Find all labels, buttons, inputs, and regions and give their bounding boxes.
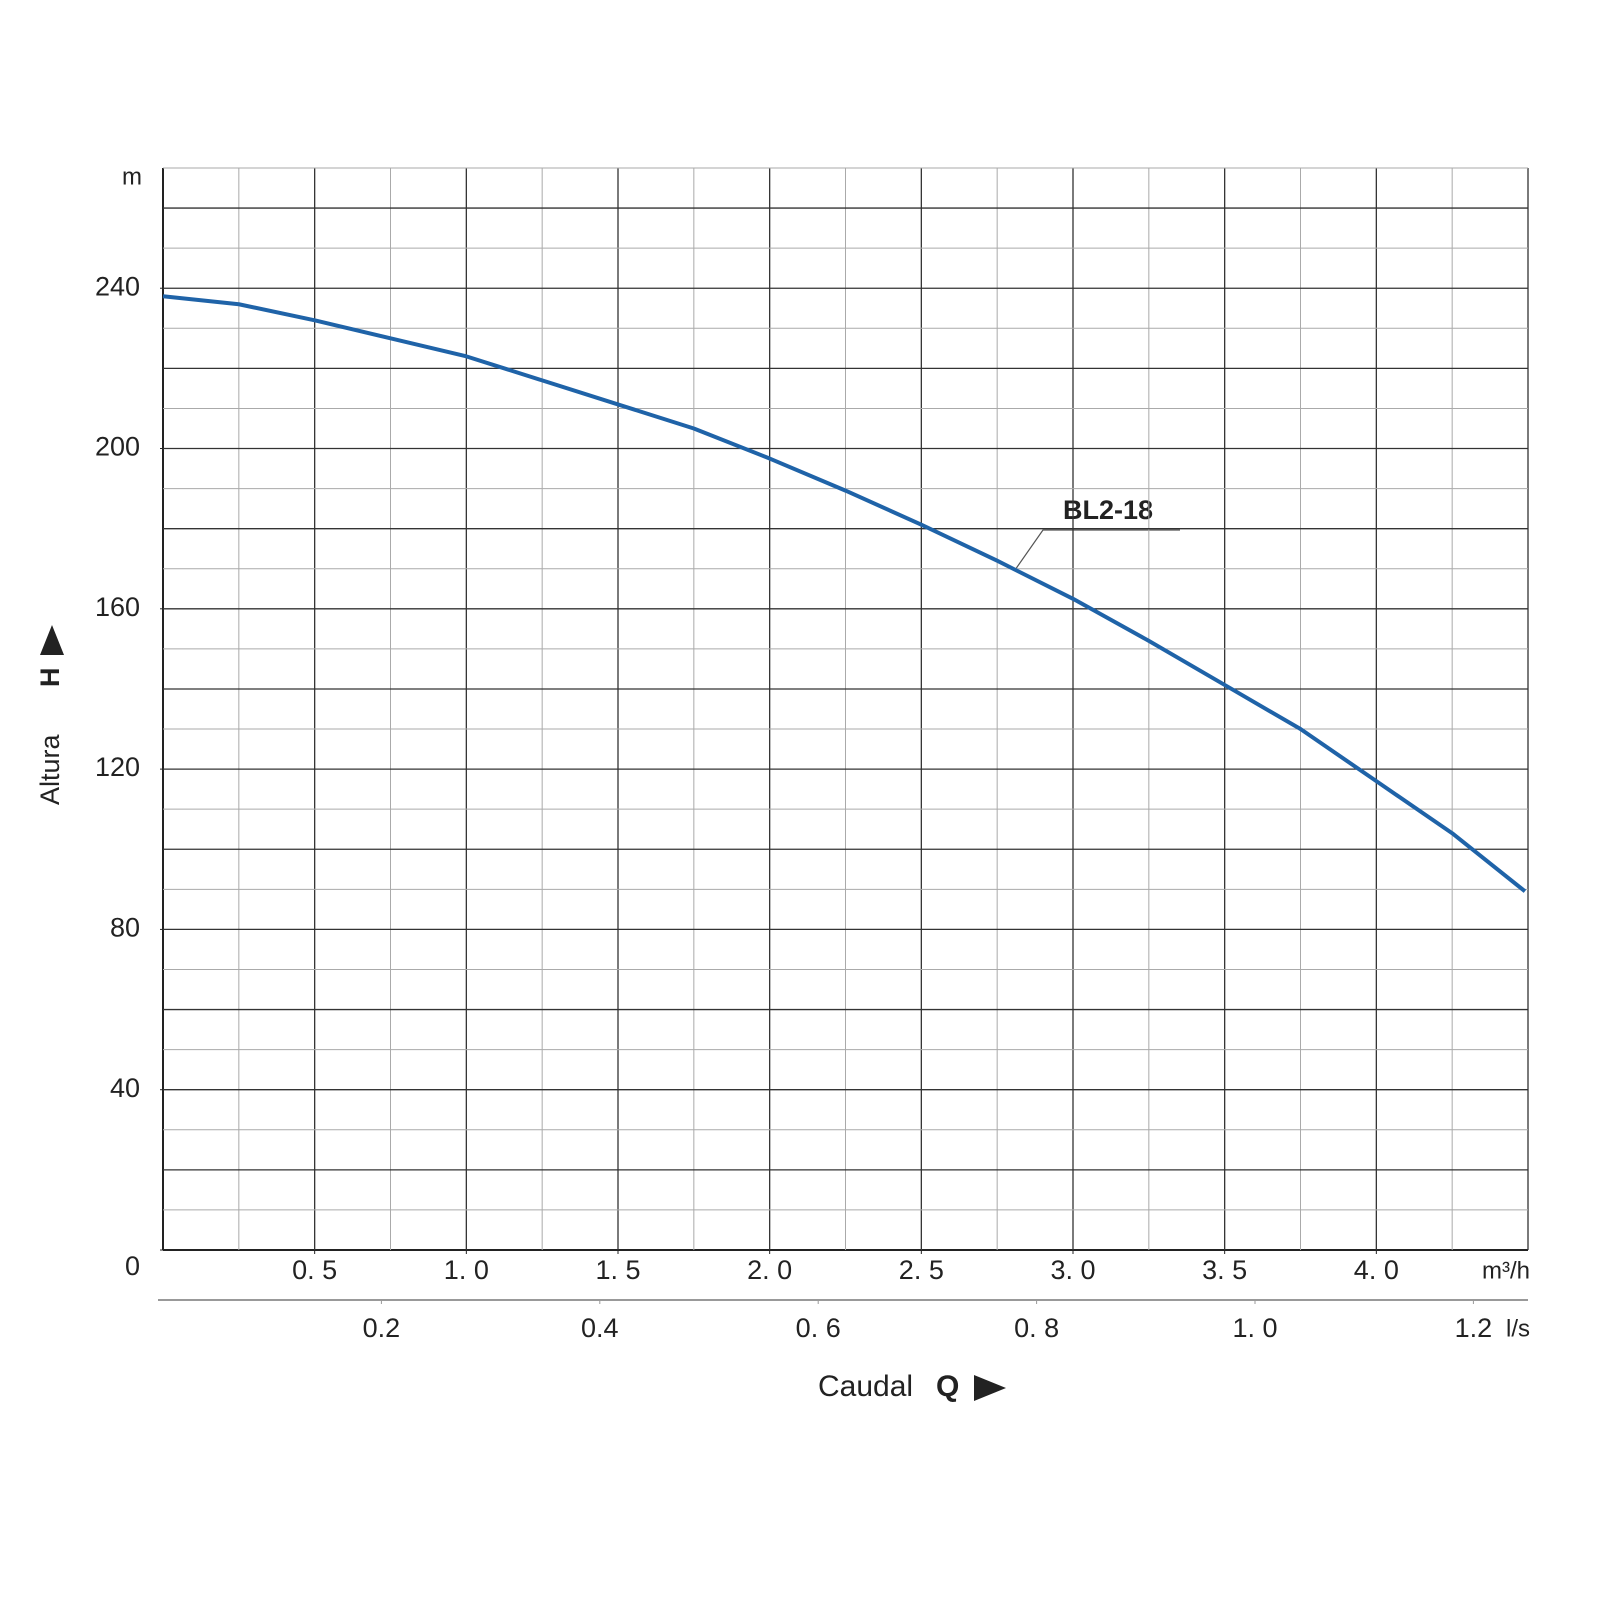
x-label: Caudal <box>818 1370 913 1403</box>
y-tick-label: 120 <box>95 752 140 782</box>
y-tick-label: 0 <box>125 1251 140 1281</box>
x2-tick-label: 0.2 <box>363 1313 401 1343</box>
y-title: Altura H <box>35 625 65 805</box>
x2-tick-label: 1.2 <box>1455 1313 1493 1343</box>
x-tick-label: 2. 0 <box>747 1255 792 1285</box>
x-tick-label: 3. 5 <box>1202 1255 1247 1285</box>
y-tick-label: 200 <box>95 432 140 462</box>
curve <box>162 294 1527 893</box>
arrow <box>974 1375 1006 1401</box>
x2-tick-label: 0. 8 <box>1014 1313 1059 1343</box>
x-tick-label: 0. 5 <box>292 1255 337 1285</box>
x2-tick-label: 1. 0 <box>1232 1313 1277 1343</box>
leader-line <box>1014 529 1180 571</box>
x-tick-label: 1. 0 <box>444 1255 489 1285</box>
x-unit: m³/h <box>1482 1257 1530 1284</box>
x2-unit: l/s <box>1506 1315 1530 1342</box>
y-tick-label: 160 <box>95 592 140 622</box>
y-symbol: H <box>35 668 65 688</box>
y-tick-label: 240 <box>95 271 140 301</box>
x2-tick-label: 0. 6 <box>796 1313 841 1343</box>
y-unit: m <box>122 163 142 190</box>
y-tick-label: 80 <box>110 913 140 943</box>
x-symbol: Q <box>936 1370 959 1403</box>
arrow <box>40 625 64 655</box>
x2-tick-label: 0.4 <box>581 1313 619 1343</box>
y-tick-label: 40 <box>110 1073 140 1103</box>
series-label: BL2-18 <box>1063 495 1153 525</box>
x-tick-label: 1. 5 <box>595 1255 640 1285</box>
x-tick-label: 4. 0 <box>1354 1255 1399 1285</box>
x-tick-label: 3. 0 <box>1050 1255 1095 1285</box>
x-tick-label: 2. 5 <box>899 1255 944 1285</box>
y-label: Altura <box>35 733 65 805</box>
